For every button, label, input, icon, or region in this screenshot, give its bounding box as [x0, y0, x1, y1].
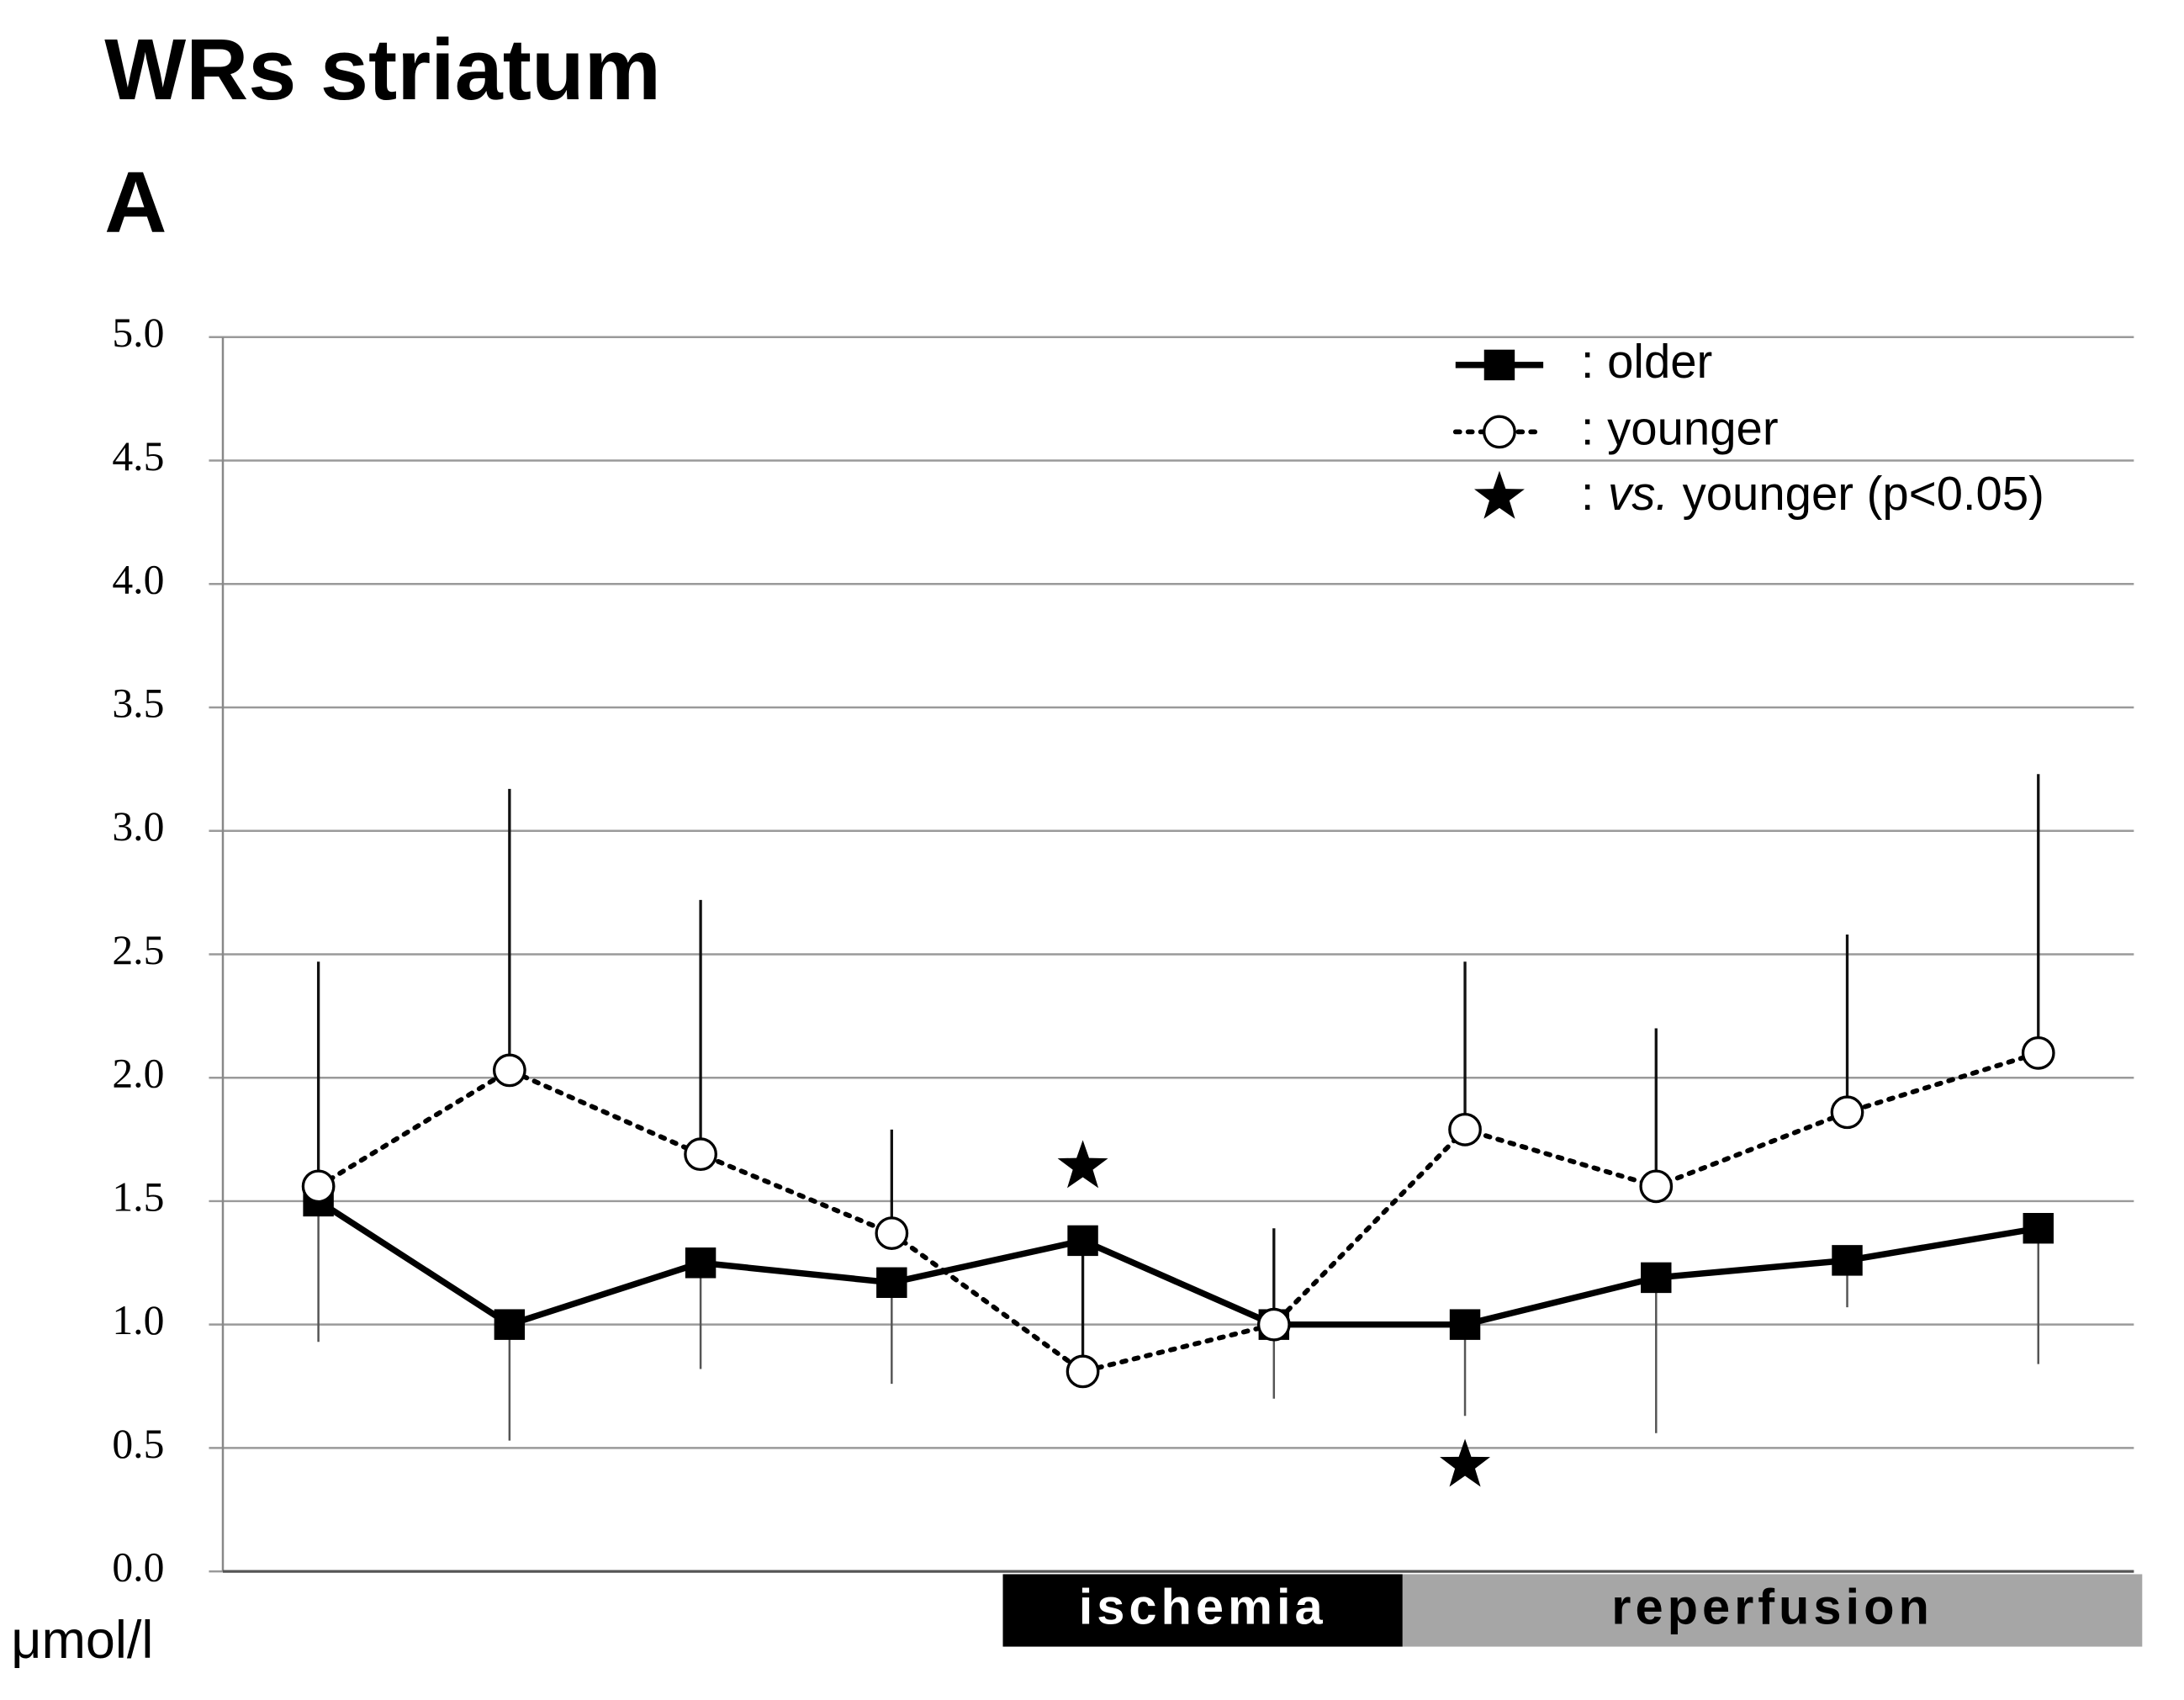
legend-label: : older: [1581, 335, 1712, 388]
series-line: [316, 1198, 2039, 1328]
legend-text: younger (p<0.05): [1683, 467, 2044, 520]
y-unit: μmol/l: [11, 1611, 153, 1670]
phase-bar: [1402, 1574, 2143, 1647]
phase-label: reperfusion: [1611, 1578, 1933, 1634]
series-line: [315, 1050, 2041, 1374]
data-point: [2023, 1212, 2054, 1244]
panel-label: A: [104, 154, 167, 251]
legend-marker: [1483, 349, 1515, 381]
data-point: [684, 1137, 717, 1172]
y-tick-label: 4.0: [112, 557, 164, 603]
data-point: [492, 1053, 526, 1088]
y-tick-label: 2.0: [112, 1051, 164, 1097]
data-point: [876, 1267, 907, 1298]
legend-star: [1473, 470, 1525, 519]
phase-bar: [1002, 1574, 1403, 1647]
y-tick-label: 3.5: [112, 680, 164, 726]
data-point: [1639, 1169, 1674, 1204]
data-point: [1641, 1262, 1672, 1294]
chart-title: WRs striatum: [104, 21, 661, 118]
data-point: [1448, 1112, 1482, 1147]
data-point: [301, 1169, 336, 1204]
y-tick-label: 0.5: [112, 1421, 164, 1467]
y-tick-label: 2.5: [112, 927, 164, 973]
data-point: [1449, 1309, 1481, 1340]
y-tick-label: 1.5: [112, 1173, 164, 1220]
data-point: [1256, 1307, 1291, 1342]
y-tick-label: 3.0: [112, 803, 164, 850]
data-point: [875, 1216, 909, 1250]
y-tick-label: 0.0: [112, 1544, 164, 1591]
legend-prefix: :: [1581, 467, 1594, 520]
legend-italic: vs.: [1608, 467, 1668, 520]
legend-label: : vs. younger (p<0.05): [1581, 467, 2044, 520]
data-point: [2021, 1035, 2055, 1070]
y-tick-label: 4.5: [112, 433, 164, 479]
data-point: [1830, 1095, 1864, 1130]
data-point: [1067, 1225, 1098, 1257]
legend-marker: [1483, 415, 1516, 449]
y-tick-label: 5.0: [112, 310, 164, 356]
legend-label: : younger: [1581, 401, 1779, 454]
significance-star: [1440, 1438, 1491, 1487]
data-point: [1832, 1245, 1863, 1276]
data-point: [494, 1309, 526, 1340]
data-point: [685, 1247, 717, 1279]
data-point: [1066, 1354, 1100, 1389]
significance-star: [1057, 1140, 1108, 1189]
phase-label: ischemia: [1079, 1578, 1327, 1634]
y-tick-label: 1.0: [112, 1297, 164, 1343]
